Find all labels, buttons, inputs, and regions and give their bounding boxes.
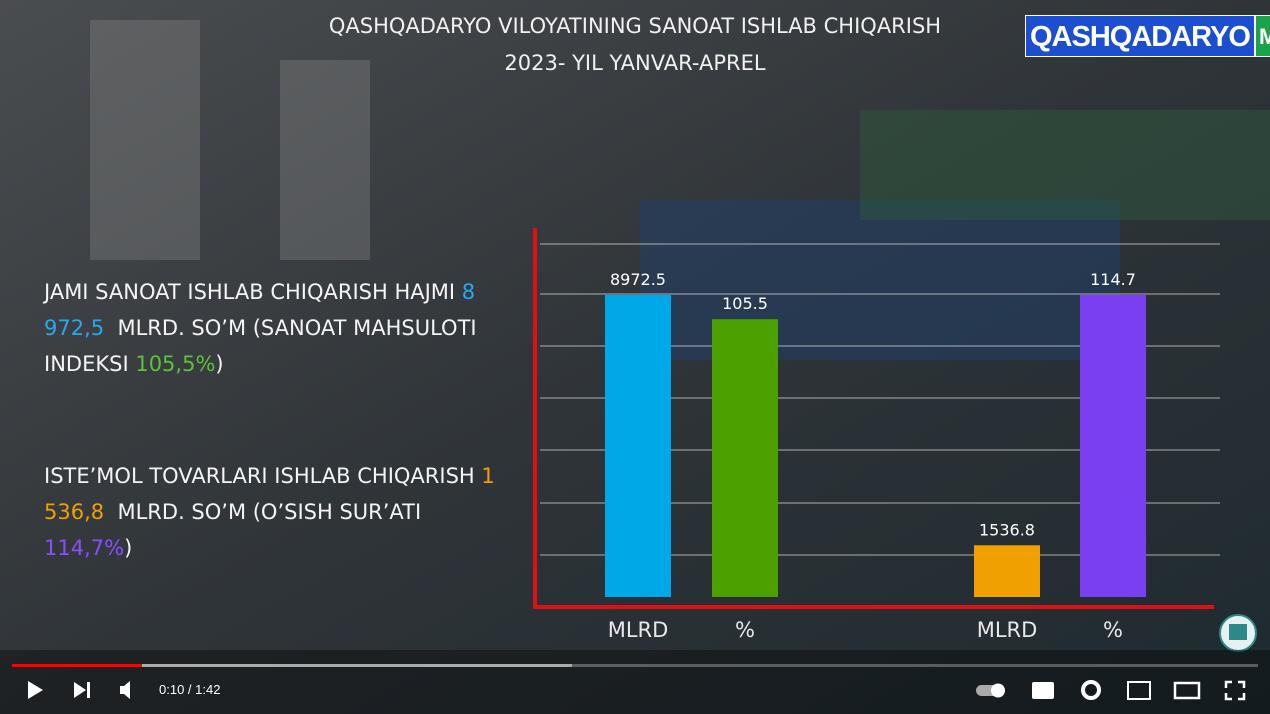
buffer-bar bbox=[12, 664, 572, 667]
bar bbox=[712, 319, 778, 597]
controls-shade bbox=[0, 650, 1270, 714]
bar bbox=[974, 545, 1040, 597]
value-text: 105,5% bbox=[135, 352, 216, 376]
data-label: 8972.5 bbox=[610, 270, 666, 289]
progress-bar[interactable] bbox=[12, 664, 142, 667]
emblem bbox=[1229, 624, 1247, 640]
logo-name: QASHQADARYO bbox=[1025, 15, 1255, 57]
fullscreen-button[interactable] bbox=[1224, 680, 1246, 701]
text: ) bbox=[124, 536, 133, 560]
settings-button[interactable] bbox=[1081, 680, 1101, 700]
video-title: 2023- YIL YANVAR-APREL bbox=[504, 51, 766, 75]
theater-button[interactable] bbox=[1173, 681, 1201, 700]
background bbox=[280, 60, 370, 260]
text: JAMI SANOAT ISHLAB CHIQARISH HAJMI bbox=[44, 280, 456, 304]
autoplay-toggle[interactable] bbox=[991, 683, 1005, 698]
category-label: % bbox=[1103, 618, 1123, 642]
video-title: QASHQADARYO VILOYATINING SANOAT ISHLAB C… bbox=[328, 14, 942, 38]
category-label: MLRD bbox=[608, 618, 669, 642]
subtitles-button[interactable] bbox=[1032, 682, 1054, 699]
text: ISTE’MOL TOVARLARI ISHLAB CHIQARISH bbox=[44, 464, 475, 488]
data-label: 1536.8 bbox=[979, 520, 1035, 539]
background bbox=[860, 110, 1270, 220]
logo: QASHQADARYOMTRK bbox=[1025, 15, 1270, 57]
bar bbox=[605, 295, 671, 597]
value-text: 8 972,5 bbox=[44, 280, 476, 340]
category-label: % bbox=[735, 618, 755, 642]
logo-badge: MTRK bbox=[1254, 15, 1270, 57]
next-button[interactable] bbox=[74, 682, 90, 698]
mute-button[interactable] bbox=[120, 681, 130, 699]
background bbox=[90, 20, 200, 260]
progress-track[interactable] bbox=[12, 664, 1258, 667]
play-button[interactable] bbox=[28, 681, 43, 699]
category-label: MLRD bbox=[977, 618, 1038, 642]
time-display: 0:10 / 1:42 bbox=[159, 682, 221, 697]
data-label: 114.7 bbox=[1090, 270, 1136, 289]
value-text: 114,7% bbox=[44, 536, 125, 560]
paragraph: ISTE’MOL TOVARLARI ISHLAB CHIQARISH 1 53… bbox=[44, 458, 514, 566]
paragraph: JAMI SANOAT ISHLAB CHIQARISH HAJMI 8 972… bbox=[44, 274, 514, 382]
value-text: 1 536,8 bbox=[44, 464, 495, 524]
text: MLRD. SO’M (SANOAT MAHSULOTI INDEKSI bbox=[44, 316, 477, 376]
text: ) bbox=[215, 352, 224, 376]
miniplayer-button[interactable] bbox=[1127, 681, 1151, 700]
data-label: 105.5 bbox=[722, 294, 768, 313]
bar bbox=[1080, 295, 1146, 597]
text: MLRD. SO’M (O’SISH SUR’ATI bbox=[117, 500, 422, 524]
